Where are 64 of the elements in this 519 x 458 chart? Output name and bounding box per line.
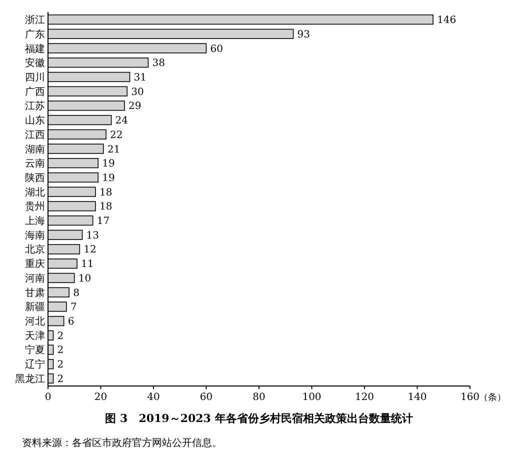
x-tick-label: 20 <box>94 392 108 403</box>
data-label: 60 <box>210 44 223 55</box>
data-label: 21 <box>107 144 120 156</box>
y-tick-label: 新疆 <box>25 301 45 314</box>
data-label: 18 <box>99 187 112 198</box>
y-tick-label: 天津 <box>25 330 45 342</box>
text: 图 3 2019～2023 年各省份乡村民宿相关政策出台数量统计 <box>105 412 413 425</box>
data-label: 8 <box>73 288 80 299</box>
y-tick-label: 上海 <box>25 215 45 228</box>
y-tick-label: 浙江 <box>25 14 45 26</box>
data-label: 11 <box>81 259 94 270</box>
data-label: 31 <box>134 72 146 84</box>
data-label: 2 <box>57 374 64 385</box>
data-label: 38 <box>152 58 165 70</box>
x-tick-label: 160 <box>460 392 480 403</box>
data-label: 13 <box>86 230 100 242</box>
y-tick-label: 福建 <box>25 42 45 55</box>
data-label: 18 <box>99 202 112 213</box>
y-tick-label: 广西 <box>25 86 45 98</box>
x-tick-label: 80 <box>252 392 266 403</box>
y-tick-label: 湖南 <box>25 143 45 156</box>
text: 资料来源：各省区市政府官方网站公开信息。 <box>22 437 222 449</box>
data-label: 7 <box>70 302 77 314</box>
data-label: 2 <box>57 345 64 356</box>
data-label: 2 <box>57 330 64 342</box>
x-tick-label: 60 <box>200 392 213 403</box>
data-label: 12 <box>84 244 96 256</box>
y-tick-label: 河南 <box>25 272 45 284</box>
data-label: 93 <box>297 29 310 40</box>
data-label: 2 <box>57 360 64 371</box>
data-label: 6 <box>68 316 74 328</box>
y-tick-label: 北京 <box>25 244 45 256</box>
y-tick-label: 河北 <box>25 316 45 328</box>
x-tick-label: 0 <box>44 392 52 403</box>
x-tick-label: 100 <box>302 392 322 403</box>
data-label: 17 <box>96 216 110 228</box>
y-tick-label: 辽宁 <box>25 358 45 371</box>
data-label: 19 <box>102 158 115 170</box>
y-tick-label: 湖北 <box>25 186 45 198</box>
x-tick-label: 40 <box>147 392 160 403</box>
y-tick-label: 江苏 <box>25 100 45 112</box>
data-label: 19 <box>102 172 115 184</box>
data-label: 10 <box>78 273 92 284</box>
data-label: 24 <box>115 116 128 127</box>
x-tick-label: 140 <box>408 392 427 403</box>
y-tick-label: 四川 <box>25 71 45 84</box>
y-tick-label: 宁夏 <box>25 344 45 356</box>
y-tick-label: 陕西 <box>25 172 45 184</box>
data-label: 146 <box>437 15 456 26</box>
y-tick-label: 山东 <box>25 114 45 127</box>
x-tick-label: 120 <box>354 392 374 403</box>
y-tick-label: 安徽 <box>25 57 45 70</box>
data-label: 29 <box>128 101 142 112</box>
x-axis-title: （条） <box>479 392 506 403</box>
y-tick-label: 海南 <box>25 229 45 242</box>
y-tick-label: 江西 <box>25 128 45 141</box>
y-tick-label: 广东 <box>25 28 45 40</box>
y-tick-label: 甘肃 <box>25 286 45 299</box>
y-tick-label: 黑龙江 <box>15 372 45 385</box>
y-tick-label: 贵州 <box>25 200 45 213</box>
y-tick-label: 云南 <box>25 158 45 170</box>
data-label: 22 <box>110 130 123 141</box>
y-tick-label: 重庆 <box>25 258 45 270</box>
data-label: 30 <box>131 86 144 98</box>
